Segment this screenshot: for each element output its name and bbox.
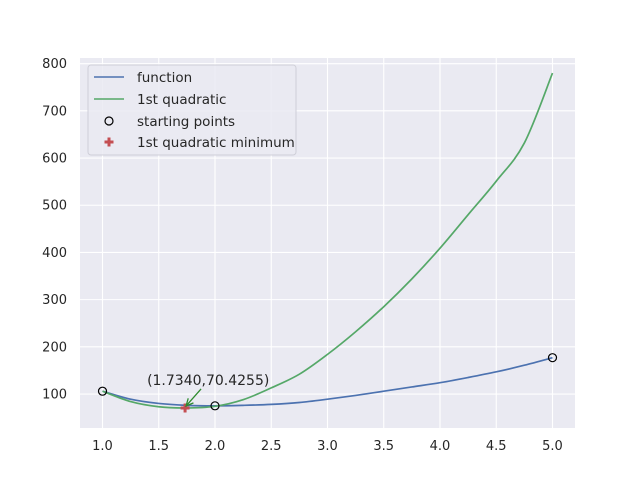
x-tick-label: 4.5 [486, 439, 507, 454]
legend-starting-points-label: starting points [137, 114, 235, 130]
quadratic-minimum-marker [180, 403, 190, 413]
legend-minimum-marker [104, 137, 114, 147]
starting-point-marker [210, 401, 220, 411]
y-tick-label: 300 [42, 293, 67, 308]
legend: function 1st quadratic starting points 1… [87, 64, 297, 156]
legend-box [87, 64, 297, 156]
x-tick-labels: 1.0 1.5 2.0 2.5 3.0 3.5 4.0 4.5 5.0 [92, 439, 563, 454]
y-tick-label: 400 [42, 246, 67, 261]
function-line [102, 356, 553, 407]
y-tick-label: 700 [42, 104, 67, 119]
quadratic-line [102, 72, 554, 409]
legend-quadratic-label: 1st quadratic [137, 92, 226, 108]
annotation-arrowhead [185, 398, 194, 408]
legend-starting-points-marker [104, 116, 114, 126]
y-tick-label: 200 [42, 340, 67, 355]
x-tick-label: 2.5 [261, 439, 282, 454]
y-tick-label: 100 [42, 388, 67, 403]
annotation-arrow [185, 388, 202, 407]
legend-minimum-label: 1st quadratic minimum [137, 135, 295, 151]
minimum-annotation-label: (1.7340,70.4255) [147, 373, 269, 389]
y-tick-label: 500 [42, 199, 67, 214]
y-tick-label: 600 [42, 152, 67, 167]
x-tick-label: 4.0 [430, 439, 451, 454]
x-tick-label: 1.5 [148, 439, 169, 454]
x-tick-label: 3.5 [373, 439, 394, 454]
annotation: (1.7340,70.4255) [147, 373, 269, 408]
markers [97, 353, 558, 413]
series-lines [102, 72, 554, 409]
y-tick-label: 800 [42, 57, 67, 72]
x-tick-label: 3.0 [317, 439, 338, 454]
y-tick-labels: 100 200 300 400 500 600 700 800 [42, 57, 67, 402]
starting-point-marker [97, 386, 108, 396]
starting-point-marker [547, 353, 558, 363]
x-tick-label: 5.0 [542, 439, 563, 454]
x-tick-label: 2.0 [205, 439, 226, 454]
legend-function-label: function [137, 70, 192, 86]
x-tick-label: 1.0 [92, 439, 113, 454]
